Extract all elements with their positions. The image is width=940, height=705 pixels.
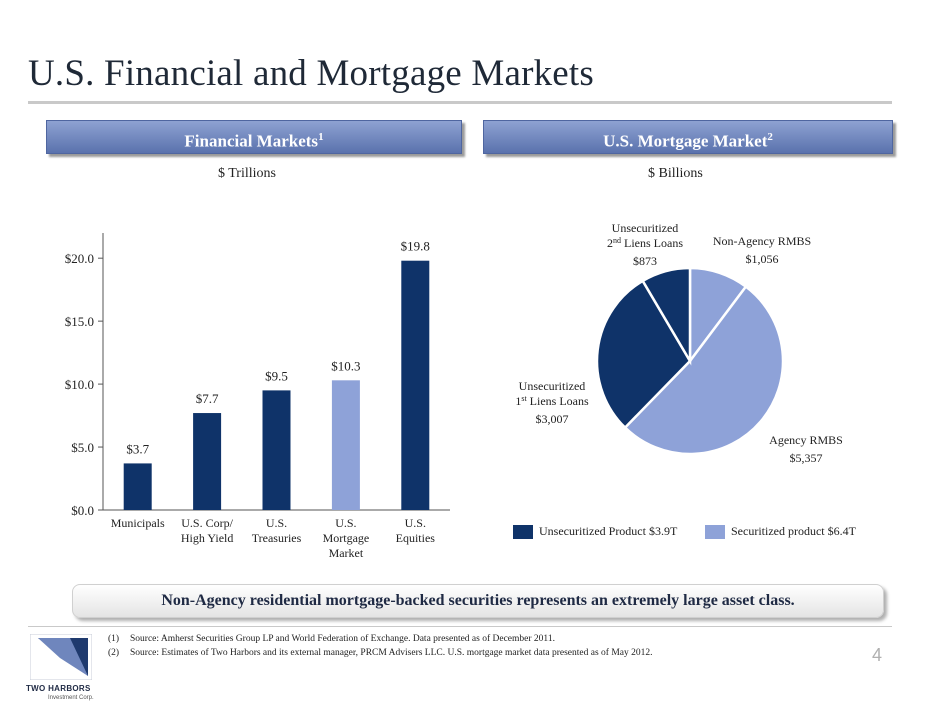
bar	[401, 260, 430, 510]
pie-slice	[641, 266, 692, 366]
category-label: U.S.	[266, 516, 287, 530]
pie-slice	[623, 284, 785, 456]
pie-slice	[595, 279, 692, 430]
slice-label: Agency RMBS	[769, 433, 843, 447]
bar	[123, 463, 152, 510]
legend-label-securitized: Securitized product $6.4T	[731, 524, 856, 538]
footnote-2-number: (2)	[108, 648, 120, 658]
y-tick-label: $15.0	[65, 314, 94, 329]
footnote-1-text: Source: Amherst Securities Group LP and …	[130, 634, 555, 644]
y-tick-label: $10.0	[65, 377, 94, 392]
data-label: $10.3	[331, 358, 360, 373]
slice-label: Unsecuritized	[519, 379, 586, 393]
bar-chart-unit: $ Trillions	[218, 166, 276, 181]
slice-value-label: $873	[633, 254, 657, 268]
category-label: Mortgage	[323, 531, 370, 545]
mortgage-market-footnote-ref: 2	[767, 131, 773, 143]
category-label: Municipals	[111, 516, 165, 530]
slice-value-label: $1,056	[746, 252, 779, 266]
y-tick-label: $5.0	[71, 440, 94, 455]
slice-label: 1st Liens Loans	[515, 394, 589, 408]
footnote-2: (2) Source: Estimates of Two Harbors and …	[108, 648, 653, 658]
data-label: $3.7	[126, 441, 149, 456]
category-label: Treasuries	[252, 531, 302, 545]
mortgage-market-pie-chart: Non-Agency RMBS $1,056 Agency RMBS $5,357 Un…	[515, 221, 843, 465]
financial-markets-bar-chart: $0.0 $5.0 $10.0 $15.0 $20.0 $3.7 Municipals $7.…	[65, 233, 450, 560]
slice-value-label: $5,357	[790, 451, 823, 465]
page-number: 4	[872, 645, 883, 665]
financial-markets-footnote-ref: 1	[318, 131, 324, 143]
logo-tagline: Investment Corp.	[48, 695, 94, 701]
footnote-2-text: Source: Estimates of Two Harbors and its…	[130, 648, 653, 658]
y-tick-label: $0.0	[71, 503, 94, 518]
data-label: $19.8	[401, 239, 430, 254]
legend-label-unsecuritized: Unsecuritized Product $3.9T	[539, 524, 678, 538]
footer-divider	[28, 626, 892, 627]
bar	[331, 380, 360, 510]
key-takeaway-callout: Non-Agency residential mortgage-backed s…	[72, 584, 884, 618]
footnote-1: (1) Source: Amherst Securities Group LP a…	[108, 634, 555, 644]
legend-swatch-unsecuritized	[513, 525, 533, 539]
page-title: U.S. Financial and Mortgage Markets	[28, 53, 594, 94]
mortgage-market-header-text: U.S. Mortgage Market	[603, 131, 768, 151]
title-divider	[28, 101, 892, 104]
slice-label: Unsecuritized	[612, 221, 679, 235]
slice-value-label: $3,007	[536, 412, 569, 426]
pie-chart-unit: $ Billions	[648, 166, 703, 181]
legend-swatch-securitized	[705, 525, 725, 539]
category-label: U.S. Corp/	[181, 516, 233, 530]
category-label: Equities	[396, 531, 436, 545]
y-tick-label: $20.0	[65, 251, 94, 266]
footnote-1-number: (1)	[108, 634, 120, 644]
category-label: U.S.	[405, 516, 426, 530]
slice-label: 2nd Liens Loans	[607, 236, 683, 250]
category-label: U.S.	[335, 516, 356, 530]
bar	[262, 390, 291, 510]
two-harbors-logo-icon	[30, 634, 92, 680]
category-label: High Yield	[181, 531, 234, 545]
data-label: $7.7	[196, 391, 219, 406]
category-label: Market	[329, 546, 364, 560]
logo-wordmark: TWO HARBORS	[26, 684, 91, 693]
financial-markets-header: Financial Markets1	[46, 120, 462, 154]
mortgage-market-header: U.S. Mortgage Market2	[483, 120, 893, 154]
slice-label: Non-Agency RMBS	[713, 234, 811, 248]
financial-markets-header-text: Financial Markets	[184, 131, 319, 151]
bar	[193, 413, 222, 510]
data-label: $9.5	[265, 368, 288, 383]
